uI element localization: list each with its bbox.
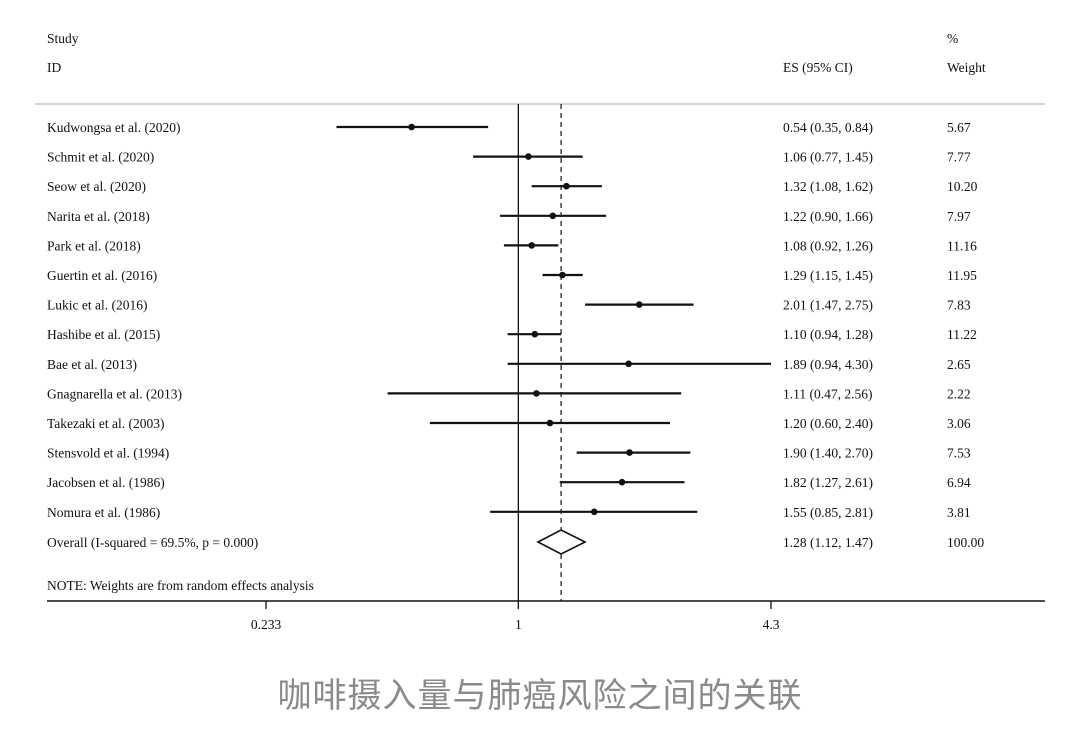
es-ci-text: 1.06 (0.77, 1.45) <box>783 150 873 165</box>
study-row: Lukic et al. (2016) 2.01 (1.47, 2.75) 7.83 <box>47 298 971 313</box>
point-estimate <box>408 123 415 131</box>
es-ci-text: 1.22 (0.90, 1.66) <box>783 209 873 224</box>
forest-plot: Study ID ES (95% CI) % Weight Kudwongsa … <box>35 31 1045 632</box>
study-label: Narita et al. (2018) <box>47 209 150 224</box>
study-label: Park et al. (2018) <box>47 238 141 253</box>
study-row: Guertin et al. (2016) 1.29 (1.15, 1.45) 11… <box>47 268 977 283</box>
study-header-label: Study <box>47 31 79 46</box>
weight-text: 7.83 <box>947 298 971 313</box>
overall-label: Overall (I-squared = 69.5%, p = 0.000) <box>47 535 258 550</box>
weight-text: 6.94 <box>947 475 971 490</box>
es-ci-text: 1.55 (0.85, 2.81) <box>783 505 873 520</box>
study-row: Nomura et al. (1986) 1.55 (0.85, 2.81) 3.8… <box>47 505 971 520</box>
es-ci-text: 1.29 (1.15, 1.45) <box>783 268 873 283</box>
study-label: Nomura et al. (1986) <box>47 505 160 520</box>
id-header-label: ID <box>47 60 61 75</box>
es-ci-text: 1.20 (0.60, 2.40) <box>783 416 873 431</box>
weight-text: 7.77 <box>947 150 971 165</box>
study-row: Stensvold et al. (1994) 1.90 (1.40, 2.70)… <box>47 446 971 461</box>
point-estimate <box>528 242 535 249</box>
es-ci-text: 1.32 (1.08, 1.62) <box>783 179 873 194</box>
study-label: Gnagnarella et al. (2013) <box>47 386 182 401</box>
es-ci-text: 1.10 (0.94, 1.28) <box>783 327 873 342</box>
weight-text: 7.97 <box>947 209 971 224</box>
es-ci-text: 2.01 (1.47, 2.75) <box>783 298 873 313</box>
point-estimate <box>625 360 632 368</box>
overall-weight-text: 100.00 <box>947 535 984 550</box>
study-label: Kudwongsa et al. (2020) <box>47 120 180 135</box>
weight-text: 11.95 <box>947 268 977 283</box>
point-estimate <box>533 390 540 397</box>
es-ci-text: 1.82 (1.27, 2.61) <box>783 475 873 490</box>
study-label: Stensvold et al. (1994) <box>47 446 169 461</box>
es-ci-text: 1.11 (0.47, 2.56) <box>783 386 873 401</box>
percent-header-label: % <box>947 31 958 46</box>
es-ci-text: 1.90 (1.40, 2.70) <box>783 446 873 461</box>
study-row: Seow et al. (2020) 1.32 (1.08, 1.62) 10.20 <box>47 179 978 194</box>
es-ci-text: 0.54 (0.35, 0.84) <box>783 120 873 135</box>
weight-text: 7.53 <box>947 446 971 461</box>
weight-text: 2.22 <box>947 386 971 401</box>
weight-header-label: Weight <box>947 60 986 75</box>
study-row: Takezaki et al. (2003) 1.20 (0.60, 2.40) 3… <box>47 416 971 431</box>
point-estimate <box>549 212 557 220</box>
es-ci-text: 1.89 (0.94, 4.30) <box>783 357 873 372</box>
study-label: Hashibe et al. (2015) <box>47 327 160 342</box>
study-label: Bae et al. (2013) <box>47 357 137 372</box>
point-estimate <box>525 153 532 160</box>
overall-es-text: 1.28 (1.12, 1.47) <box>783 535 873 550</box>
study-row: Kudwongsa et al. (2020) 0.54 (0.35, 0.84)… <box>47 120 971 135</box>
weight-text: 3.06 <box>947 416 971 431</box>
study-label: Seow et al. (2020) <box>47 179 146 194</box>
x-axis-ticks: 0.233 1 4.3 <box>251 601 780 632</box>
weight-text: 5.67 <box>947 120 971 135</box>
point-estimate <box>635 301 643 308</box>
point-estimate <box>618 478 626 486</box>
study-label: Guertin et al. (2016) <box>47 268 157 283</box>
study-rows: Kudwongsa et al. (2020) 0.54 (0.35, 0.84)… <box>47 120 978 520</box>
weight-text: 11.16 <box>947 238 977 253</box>
study-label: Takezaki et al. (2003) <box>47 416 165 431</box>
weight-text: 2.65 <box>947 357 971 372</box>
figure-caption: 咖啡摄入量与肺癌风险之间的关联 <box>277 676 803 716</box>
x-tick-label: 0.233 <box>251 617 282 632</box>
study-row: Hashibe et al. (2015) 1.10 (0.94, 1.28) 11… <box>47 327 977 342</box>
study-row: Jacobsen et al. (1986) 1.82 (1.27, 2.61) 6… <box>47 475 971 490</box>
study-row: Gnagnarella et al. (2013) 1.11 (0.47, 2.5… <box>47 386 971 401</box>
point-estimate <box>590 508 598 516</box>
es-header-label: ES (95% CI) <box>783 60 853 75</box>
point-estimate <box>546 419 554 427</box>
study-row: Bae et al. (2013) 1.89 (0.94, 4.30) 2.65 <box>47 357 971 372</box>
point-estimate <box>531 330 539 338</box>
point-estimate <box>563 182 570 190</box>
weights-note: NOTE: Weights are from random effects an… <box>47 578 314 593</box>
weight-text: 10.20 <box>947 179 978 194</box>
study-row: Narita et al. (2018) 1.22 (0.90, 1.66) 7.9… <box>47 209 971 224</box>
weight-text: 11.22 <box>947 327 977 342</box>
point-estimate <box>559 271 566 279</box>
weight-text: 3.81 <box>947 505 971 520</box>
point-estimate <box>626 449 633 456</box>
x-tick-label: 1 <box>515 617 522 632</box>
study-label: Schmit et al. (2020) <box>47 150 154 165</box>
overall-diamond <box>536 529 587 555</box>
x-tick-label: 4.3 <box>763 617 780 632</box>
study-label: Lukic et al. (2016) <box>47 298 147 313</box>
study-row: Schmit et al. (2020) 1.06 (0.77, 1.45) 7.7… <box>47 150 971 165</box>
study-row: Park et al. (2018) 1.08 (0.92, 1.26) 11.16 <box>47 238 977 253</box>
es-ci-text: 1.08 (0.92, 1.26) <box>783 238 873 253</box>
study-label: Jacobsen et al. (1986) <box>47 475 165 490</box>
